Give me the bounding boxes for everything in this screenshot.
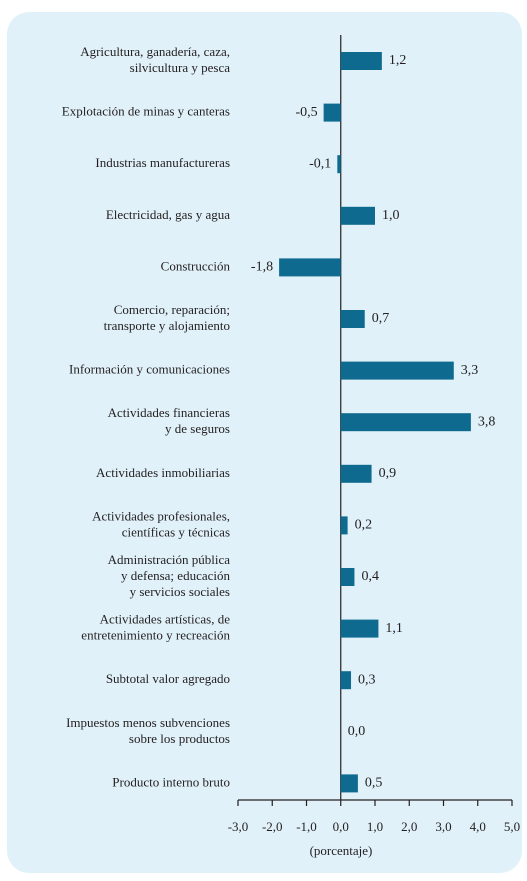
value-label: 1,1 <box>385 621 403 636</box>
bar <box>279 258 341 277</box>
bar <box>340 516 348 535</box>
bar <box>340 310 365 328</box>
value-label: 3,3 <box>461 363 479 378</box>
y-tick-label: transporte y alojamiento <box>104 318 230 333</box>
value-label: 0,0 <box>348 724 366 739</box>
x-tick-label: 0,0 <box>333 819 349 834</box>
bar <box>340 206 375 225</box>
y-tick-label: Actividades financieras <box>108 405 230 420</box>
y-tick-label: Información y comunicaciones <box>69 362 230 377</box>
x-tick-label: 5,0 <box>504 819 520 834</box>
y-tick-label: Subtotal valor agregado <box>106 671 230 686</box>
y-tick-label: entretenimiento y recreación <box>81 628 230 643</box>
y-tick-label: y servicios sociales <box>130 584 230 599</box>
bar <box>340 464 372 483</box>
y-tick-label: Producto interno bruto <box>112 774 230 789</box>
y-tick-label: Construcción <box>161 258 231 273</box>
value-label: 1,0 <box>382 208 400 223</box>
y-tick-label: Explotación de minas y canteras <box>62 104 230 119</box>
y-tick-label: científicas y técnicas <box>122 524 230 539</box>
x-tick-label: -3,0 <box>228 819 249 834</box>
value-label: 0,4 <box>361 569 379 584</box>
y-tick-label: Electricidad, gas y agua <box>106 207 230 222</box>
value-label: 1,2 <box>389 53 407 68</box>
y-tick-label: Actividades artísticas, de <box>100 612 231 627</box>
y-tick-label: Comercio, reparación; <box>114 302 230 317</box>
bar <box>340 671 352 690</box>
bar <box>340 52 382 70</box>
y-tick-label: y de seguros <box>165 421 230 436</box>
value-label: 0,3 <box>358 672 376 687</box>
value-label: -1,8 <box>251 260 273 275</box>
value-label: 3,8 <box>478 414 496 429</box>
x-axis-label: (porcentaje) <box>310 843 373 858</box>
bar <box>337 155 341 174</box>
value-label: -0,1 <box>309 156 331 171</box>
y-tick-label: sobre los productos <box>129 731 230 746</box>
x-tick-label: 1,0 <box>367 819 383 834</box>
bar <box>340 774 358 793</box>
x-tick-label: 4,0 <box>470 819 486 834</box>
y-tick-label: Actividades profesionales, <box>92 508 230 523</box>
value-label: 0,7 <box>372 311 390 326</box>
bar <box>323 103 341 122</box>
y-tick-label: Administración pública <box>108 552 231 567</box>
panel <box>7 12 522 873</box>
bar <box>340 568 355 586</box>
value-label: 0,9 <box>379 466 397 481</box>
x-tick-label: -2,0 <box>262 819 283 834</box>
value-label: 0,2 <box>355 518 373 533</box>
y-tick-label: silvicultura y pesca <box>130 60 231 75</box>
value-label: -0,5 <box>295 105 317 120</box>
bar <box>340 413 471 432</box>
bar <box>340 619 379 638</box>
y-tick-label: Impuestos menos subvenciones <box>66 715 230 730</box>
y-tick-label: Actividades inmobiliarias <box>96 465 230 480</box>
bar <box>340 361 454 380</box>
y-tick-label: Industrias manufactureras <box>95 155 230 170</box>
y-tick-label: Agricultura, ganadería, caza, <box>80 44 230 59</box>
x-tick-label: 2,0 <box>401 819 417 834</box>
value-label: 0,5 <box>365 776 383 791</box>
x-tick-label: 3,0 <box>435 819 451 834</box>
y-tick-label: y defensa; educación <box>121 568 231 583</box>
x-tick-label: -1,0 <box>296 819 317 834</box>
